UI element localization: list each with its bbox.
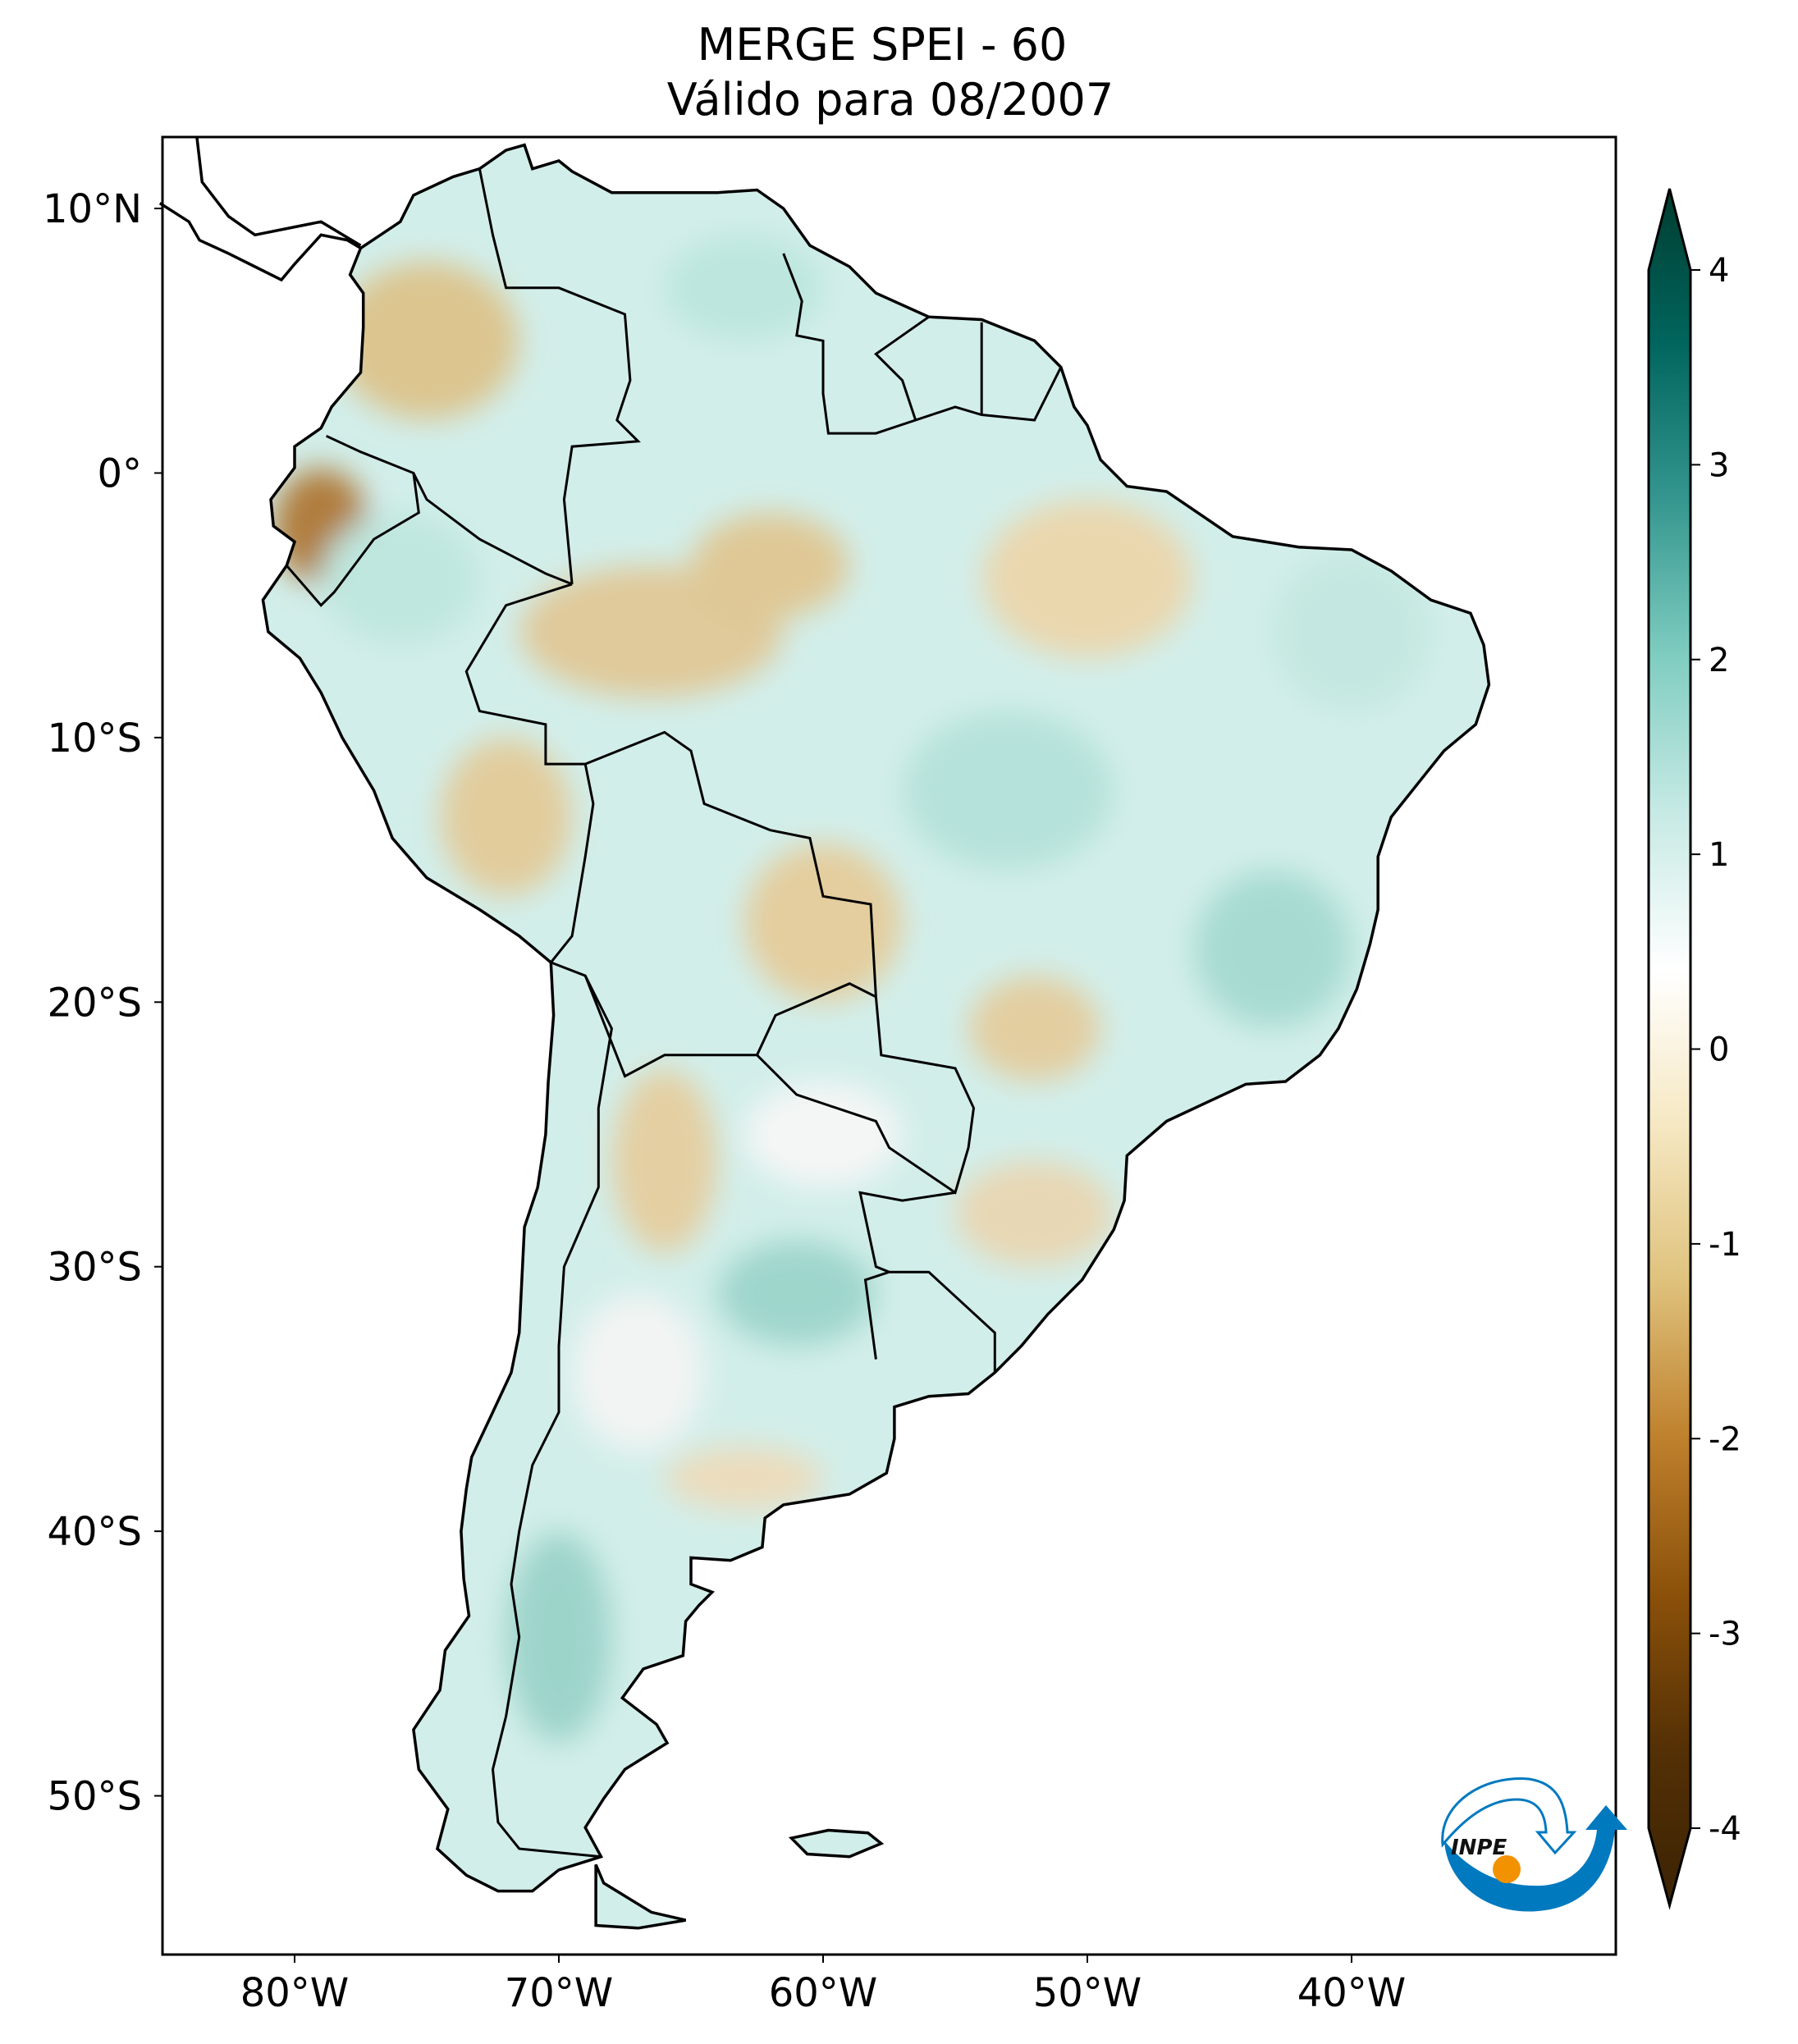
x-tick-label: 50°W	[1033, 1970, 1142, 2016]
country-border	[858, 1191, 956, 1273]
colorbar-tick-label: 1	[1709, 836, 1729, 874]
spei-anomaly-region	[717, 1240, 876, 1346]
spei-anomaly-region	[321, 513, 479, 645]
country-border	[782, 253, 1063, 435]
country-border	[491, 961, 613, 1859]
country-border	[325, 434, 573, 586]
spei-anomaly-region	[572, 1293, 704, 1452]
country-border	[583, 730, 878, 1078]
spei-anomaly-region	[1273, 552, 1430, 711]
map-title: MERGE SPEI - 60	[698, 19, 1068, 71]
y-tick-label: 20°S	[47, 980, 142, 1026]
country-border	[478, 168, 641, 585]
spei-anomaly-region	[665, 235, 823, 341]
country-border	[874, 315, 930, 421]
x-tick-label: 40°W	[1297, 1970, 1407, 2016]
spei-anomaly-region	[982, 500, 1192, 658]
country-border	[464, 583, 595, 963]
spei-anomaly-region	[1193, 870, 1352, 1028]
y-tick-label: 0°	[97, 450, 142, 496]
colorbar-tick-label: 3	[1709, 446, 1729, 484]
spei-anomaly-region	[665, 1447, 823, 1511]
map-area	[158, 135, 1617, 1956]
country-border	[286, 473, 420, 607]
colorbar-tick-label: -1	[1709, 1226, 1741, 1264]
colorbar-tick-label: 2	[1709, 642, 1729, 679]
coastline	[158, 136, 1491, 1930]
spei-anomaly-region	[955, 1161, 1114, 1267]
map-frame	[161, 135, 1617, 1956]
map-subtitle: Válido para 08/2007	[667, 74, 1114, 126]
colorbar-tick-label: 0	[1709, 1031, 1729, 1069]
inpe-logo: INPE	[1441, 1777, 1627, 1912]
spei-anomaly-region	[903, 711, 1114, 870]
y-tick-label: 50°S	[47, 1774, 142, 1820]
spei-anomaly-region	[506, 1532, 611, 1743]
y-tick-label: 30°S	[47, 1245, 142, 1291]
y-tick-label: 10°N	[43, 186, 142, 232]
spei-anomaly-region	[744, 1081, 902, 1187]
spei-anomaly-region	[691, 513, 849, 619]
colorbar-tick-label: -3	[1709, 1616, 1741, 1653]
spei-anomaly-region	[335, 262, 519, 420]
spei-anomaly-region	[968, 976, 1100, 1081]
x-tick-label: 80°W	[240, 1970, 350, 2016]
spei-anomaly-region	[440, 738, 572, 896]
country-border	[863, 1270, 996, 1373]
colorbar-tick-label: -4	[1709, 1810, 1741, 1848]
colorbar-tick-label: 4	[1709, 252, 1729, 290]
spei-anomaly-region	[744, 844, 902, 1002]
country-border	[756, 996, 976, 1195]
x-tick-label: 60°W	[769, 1970, 878, 2016]
colorbar-tick-label: -2	[1709, 1420, 1741, 1458]
inpe-logo-text: INPE	[1451, 1836, 1507, 1860]
y-tick-label: 10°S	[47, 716, 142, 761]
spei-anomaly-region	[611, 1068, 717, 1253]
y-tick-label: 40°S	[47, 1509, 142, 1555]
colorbar: 4 3 2 1 0 -1 -2 -3 -4	[1647, 188, 1741, 1910]
x-tick-label: 70°W	[505, 1970, 614, 2016]
